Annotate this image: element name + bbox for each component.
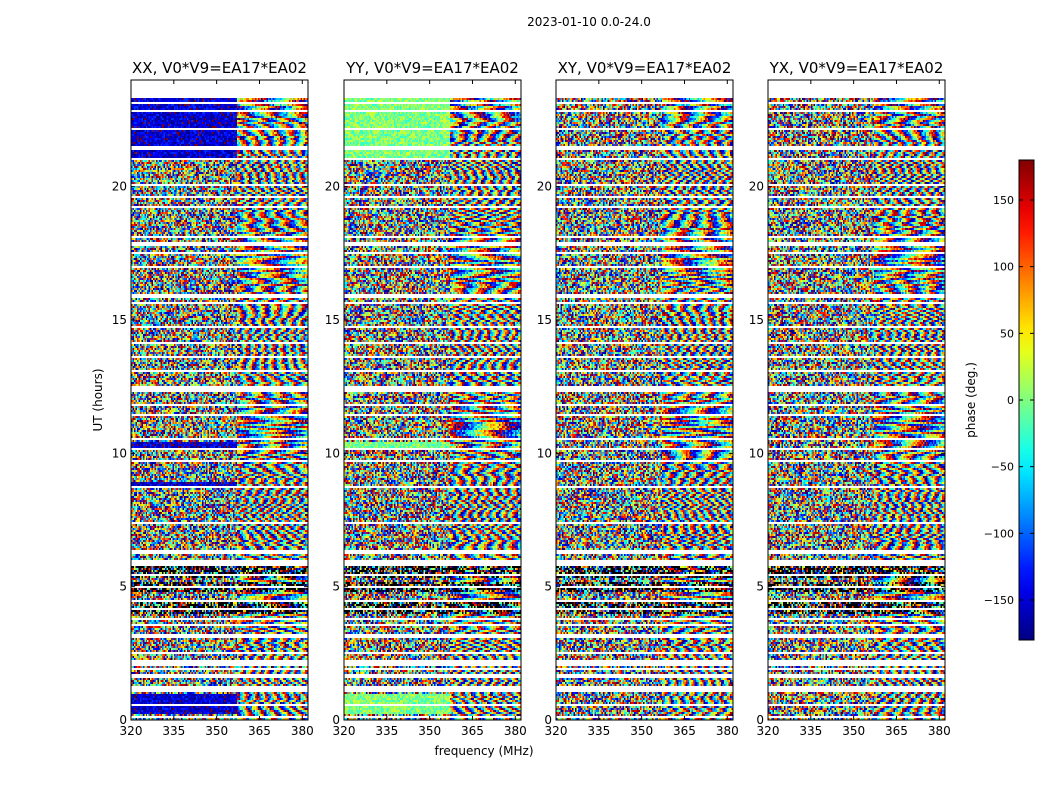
x-tick-label: 335 — [375, 724, 398, 738]
y-tick-label: 10 — [112, 446, 127, 460]
x-tick-label: 350 — [842, 724, 865, 738]
x-tick-label: 380 — [928, 724, 951, 738]
x-tick-label: 335 — [162, 724, 185, 738]
y-tick-label: 5 — [332, 580, 340, 594]
y-tick-label: 20 — [537, 180, 552, 194]
panel-title: XY, V0*V9=EA17*EA02 — [558, 59, 732, 77]
panel-yy: YY, V0*V9=EA17*EA02 320 335 350 365 380 0 5 10 15… — [325, 59, 527, 738]
y-tick-label: 5 — [756, 580, 764, 594]
x-tick-label: 320 — [120, 724, 143, 738]
colorbar-tick-label: −100 — [984, 527, 1014, 540]
y-tick-label: 20 — [112, 180, 127, 194]
panel-title: YY, V0*V9=EA17*EA02 — [345, 59, 519, 77]
y-axis-label: UT (hours) — [91, 368, 105, 431]
heatmap-yx — [768, 80, 945, 720]
axes-frame — [767, 79, 946, 721]
colorbar-tick-label: 150 — [993, 194, 1014, 207]
colorbar-gradient — [1019, 160, 1034, 640]
y-tick-label: 15 — [537, 313, 552, 327]
x-tick-label: 350 — [205, 724, 228, 738]
panels: XX, V0*V9=EA17*EA02 320 335 350 365 380 0 5 10 15… — [112, 59, 951, 738]
y-tick-label: 5 — [544, 580, 552, 594]
y-tick-label: 15 — [325, 313, 340, 327]
panel-xx: XX, V0*V9=EA17*EA02 320 335 350 365 380 0 5 10 15… — [112, 59, 314, 738]
x-tick-label: 320 — [757, 724, 780, 738]
figure-suptitle: 2023-01-10 0.0-24.0 — [527, 15, 651, 29]
y-tick-label: 15 — [112, 313, 127, 327]
colorbar-tick-label: −150 — [984, 594, 1014, 607]
x-tick-label: 365 — [248, 724, 271, 738]
panel-yx: YX, V0*V9=EA17*EA02 320 335 350 365 380 0 5 10 15… — [749, 59, 951, 738]
panel-title: XX, V0*V9=EA17*EA02 — [132, 59, 307, 77]
y-tick-label: 10 — [537, 446, 552, 460]
y-tick-label: 0 — [119, 713, 127, 727]
panel-title: YX, V0*V9=EA17*EA02 — [769, 59, 944, 77]
panel-xy: XY, V0*V9=EA17*EA02 320 335 350 365 380 0 5 10 15… — [537, 59, 739, 738]
x-tick-label: 320 — [333, 724, 356, 738]
y-tick-label: 10 — [749, 446, 764, 460]
x-axis-label: frequency (MHz) — [434, 744, 533, 758]
y-tick-label: 0 — [544, 713, 552, 727]
y-tick-label: 0 — [756, 713, 764, 727]
y-tick-label: 20 — [325, 180, 340, 194]
y-tick-label: 20 — [749, 180, 764, 194]
colorbar-tick-label: 100 — [993, 261, 1014, 274]
heatmap-xx — [131, 80, 308, 720]
x-tick-label: 365 — [673, 724, 696, 738]
x-tick-label: 350 — [630, 724, 653, 738]
x-tick-label: 380 — [291, 724, 314, 738]
colorbar-tick-label: 0 — [1007, 394, 1014, 407]
x-tick-label: 365 — [461, 724, 484, 738]
colorbar-label: phase (deg.) — [964, 362, 978, 438]
y-tick-label: 15 — [749, 313, 764, 327]
heatmap-xy — [556, 80, 733, 720]
axes-frame — [130, 79, 309, 721]
x-tick-label: 365 — [885, 724, 908, 738]
axes-frame — [555, 79, 734, 721]
x-tick-label: 320 — [545, 724, 568, 738]
colorbar-tick-label: 50 — [1000, 327, 1014, 340]
x-tick-label: 335 — [799, 724, 822, 738]
heatmap-yy — [344, 80, 521, 720]
colorbar: −150 −100 −50 0 50 100 150 — [984, 159, 1035, 641]
x-tick-label: 335 — [587, 724, 610, 738]
colorbar-tick-label: −50 — [991, 461, 1014, 474]
y-tick-label: 10 — [325, 446, 340, 460]
y-tick-label: 0 — [332, 713, 340, 727]
axes-frame — [343, 79, 522, 721]
x-tick-label: 380 — [716, 724, 739, 738]
y-tick-label: 5 — [119, 580, 127, 594]
x-tick-label: 380 — [504, 724, 527, 738]
x-tick-label: 350 — [418, 724, 441, 738]
